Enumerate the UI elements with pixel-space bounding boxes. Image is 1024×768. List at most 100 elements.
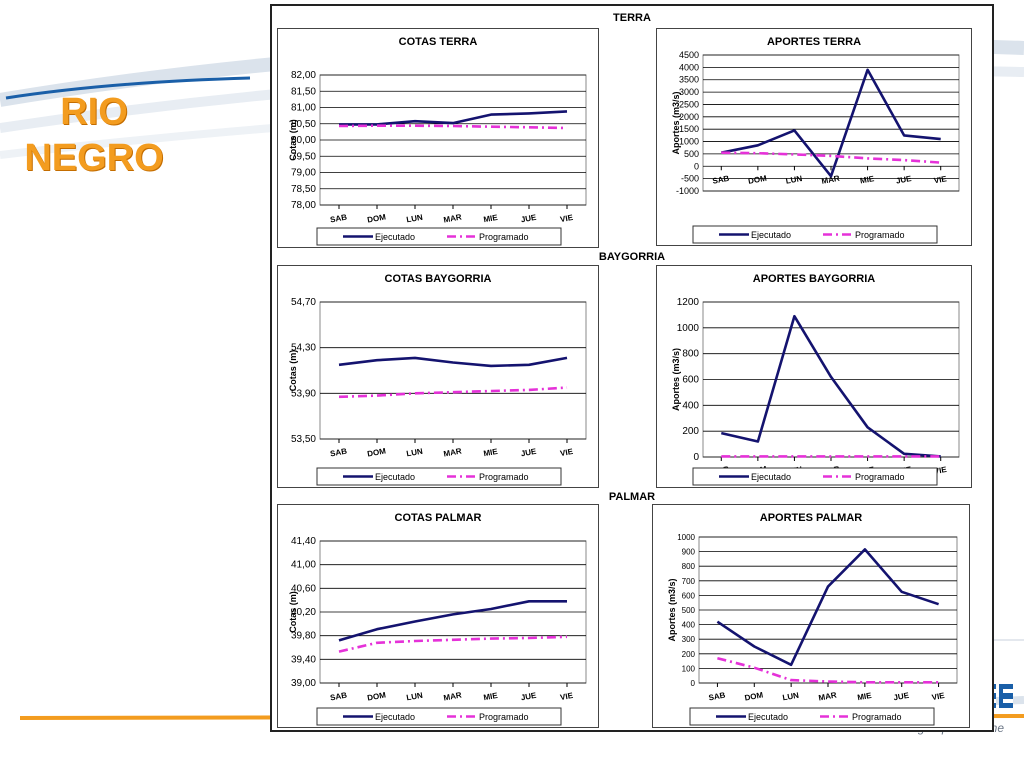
legend-box [692,225,938,244]
legend-label-programado: Programado [852,712,902,722]
chart-panel-aportes-terra: APORTES TERRA -1000 -500 0 500 1000 1500 2000 25… [656,28,972,246]
x-tick-label: LUN [406,447,424,459]
y-tick-label: 200 [682,426,699,437]
series-line-ejecutado [338,600,567,642]
legend-label-ejecutado: Ejecutado [375,472,415,482]
section-title-palmar: PALMAR [608,491,656,503]
y-tick-label: 400 [682,400,699,411]
y-tick-label: 41,00 [291,560,316,571]
slide-title-line-1: RIO [60,91,128,133]
legend-label-ejecutado: Ejecutado [375,232,415,242]
x-tick-label: LUN [406,691,424,703]
x-tick-label: MIE [859,174,875,185]
y-tick-label: 0 [694,161,699,171]
x-tick-label: DOM [367,690,387,702]
x-tick-label: LUN [782,691,800,703]
y-tick-label: 54,70 [291,297,316,308]
x-tick-label: MAR [443,446,463,458]
legend-label-ejecutado: Ejecutado [748,712,788,722]
x-tick-label: JUE [520,447,538,459]
legend-label-ejecutado: Ejecutado [751,472,791,482]
chart-aportes-terra: -1000 -500 0 500 1000 1500 2000 2500 3000 3500 400… [671,50,960,244]
y-tick-label: 41,40 [291,536,316,547]
series-line-programado [338,124,568,130]
x-tick-label: DOM [367,446,387,458]
y-tick-label: -1000 [676,186,699,196]
chart-title: APORTES PALMAR [759,512,863,524]
y-tick-label: 53,90 [291,388,316,399]
legend-label-ejecutado: Ejecutado [375,712,415,722]
series-line-programado [717,656,939,684]
x-tick-label: VIE [559,213,574,224]
x-tick-label: SAB [329,213,347,225]
y-tick-label: 0 [691,679,696,688]
chart-cotas-baygorria: 53,50 53,90 54,30 54,70 SAB DOM LUN MAR MIE JUE VI… [288,297,587,486]
y-tick-label: 1000 [679,137,699,147]
x-tick-label: DOM [744,690,764,702]
section-title-terra: TERRA [613,12,651,24]
y-tick-label: 78,00 [291,200,316,211]
x-tick-label: LUN [406,213,424,225]
chart-cotas-palmar: 39,00 39,40 39,80 40,20 40,60 41,00 41,40 SAB DO… [288,536,587,726]
chart-title: COTAS PALMAR [394,512,482,524]
x-tick-label: SAB [712,174,730,186]
x-tick-label: JUE [893,691,911,703]
x-tick-label: MIE [483,691,499,702]
legend-box [692,467,938,486]
x-tick-label: MAR [443,690,463,702]
x-tick-label: MAR [818,690,838,702]
y-tick-label: 79,50 [291,151,316,162]
y-tick-label: 600 [682,591,696,600]
x-tick-label: JUE [520,213,538,225]
x-tick-label: MAR [443,212,463,224]
y-tick-label: 39,00 [291,678,316,689]
x-tick-label: MAR [821,174,841,186]
series-line-ejecutado [721,68,941,178]
y-tick-label: 1500 [679,124,699,134]
chart-title: APORTES TERRA [766,36,862,48]
legend-box [316,707,562,726]
y-tick-label: 80,50 [291,119,316,130]
x-tick-label: LUN [785,174,803,186]
y-tick-label: 2500 [679,99,699,109]
x-tick-label: VIE [559,691,574,702]
y-tick-label: 800 [682,349,699,360]
y-tick-label: 4000 [679,62,699,72]
legend-label-programado: Programado [479,712,529,722]
y-axis-label: Aportes (m3/s) [667,578,677,641]
y-tick-label: 39,80 [291,631,316,642]
x-tick-label: DOM [747,174,767,186]
legend-label-programado: Programado [479,472,529,482]
y-tick-label: -500 [681,174,699,184]
y-tick-label: 3500 [679,75,699,85]
chart-panel-cotas-baygorria: COTAS BAYGORRIA 53,50 53,90 54,30 54,70 SAB DO… [277,265,599,488]
x-tick-label: VIE [933,465,948,476]
chart-aportes-baygorria: 020040060080010001200SABDOMLUNMARMIEJUEV… [671,297,960,486]
y-tick-label: 81,50 [291,86,316,97]
series-line-ejecutado [716,548,940,667]
legend-box [316,227,562,246]
y-tick-label: 900 [682,548,696,557]
y-tick-label: 700 [682,577,696,586]
series-line-programado [721,151,941,164]
y-tick-label: 1000 [677,323,700,334]
chart-title: APORTES BAYGORRIA [752,273,876,285]
x-tick-label: SAB [708,691,726,703]
y-tick-label: 2000 [679,112,699,122]
x-tick-label: SAB [329,691,347,703]
y-tick-label: 81,00 [291,103,316,114]
y-tick-label: 82,00 [291,70,316,81]
x-tick-label: SAB [329,447,347,459]
chart-panel-aportes-palmar: APORTES PALMAR 0 100 200 300 400 500 600 700 800 9… [652,504,970,728]
y-tick-label: 39,40 [291,654,316,665]
legend-label-ejecutado: Ejecutado [751,230,791,240]
y-axis-label: Aportes (m3/s) [671,91,681,154]
slide-title-line-2: NEGRO [24,137,164,179]
legend-label-programado: Programado [855,230,905,240]
y-tick-label: 54,30 [291,343,316,354]
x-tick-label: VIE [931,691,946,702]
series-line-ejecutado [338,356,568,368]
y-tick-label: 500 [682,606,696,615]
chart-aportes-palmar: 0 100 200 300 400 500 600 700 800 900 1000 SAB DOM LU… [667,533,958,726]
y-tick-label: 79,00 [291,168,316,179]
